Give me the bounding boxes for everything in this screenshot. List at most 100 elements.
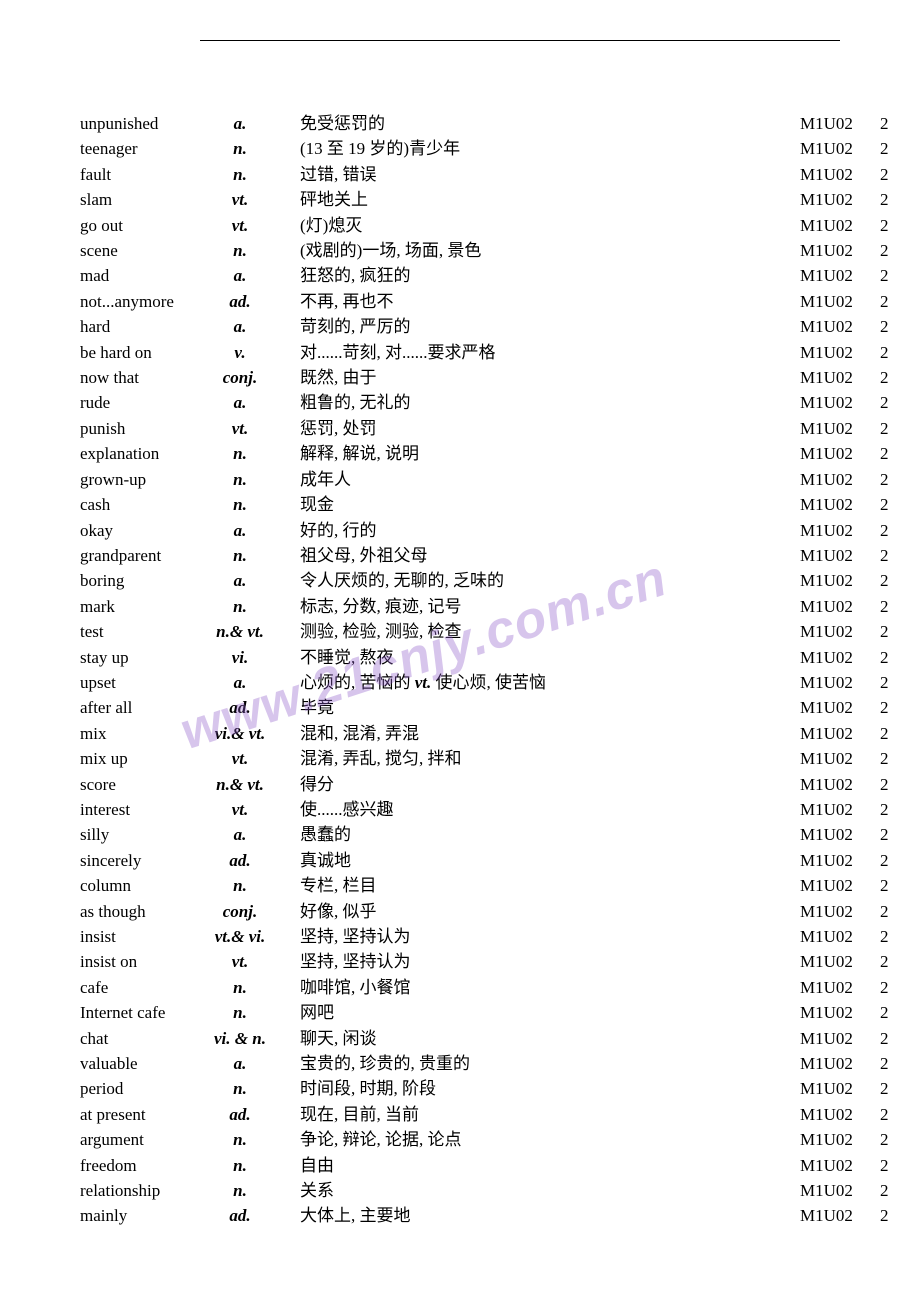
word-cell: freedom <box>0 1153 200 1178</box>
table-row: relationshipn.关系M1U022 <box>0 1178 920 1203</box>
unit-cell: M1U02 <box>800 1178 880 1203</box>
part-of-speech-cell: vt. <box>200 797 280 822</box>
number-cell: 2 <box>880 314 920 339</box>
unit-cell: M1U02 <box>800 111 880 136</box>
table-row: Internet cafen.网吧M1U022 <box>0 1000 920 1025</box>
number-cell: 2 <box>880 390 920 415</box>
unit-cell: M1U02 <box>800 670 880 695</box>
unit-cell: M1U02 <box>800 619 880 644</box>
definition-cell: 测验, 检验, 测验, 检查 <box>280 619 800 644</box>
word-cell: now that <box>0 365 200 390</box>
unit-cell: M1U02 <box>800 543 880 568</box>
table-row: be hard onv.对......苛刻, 对......要求严格M1U022 <box>0 340 920 365</box>
table-row: argumentn.争论, 辩论, 论据, 论点M1U022 <box>0 1127 920 1152</box>
word-cell: sincerely <box>0 848 200 873</box>
part-of-speech-cell: vt. <box>200 949 280 974</box>
word-cell: teenager <box>0 136 200 161</box>
definition-cell: 坚持, 坚持认为 <box>280 924 800 949</box>
word-cell: cafe <box>0 975 200 1000</box>
word-cell: punish <box>0 416 200 441</box>
table-row: grown-upn.成年人M1U022 <box>0 467 920 492</box>
definition-cell: 坚持, 坚持认为 <box>280 949 800 974</box>
number-cell: 2 <box>880 543 920 568</box>
vocabulary-table: unpunisheda.免受惩罚的M1U022teenagern.(13 至 1… <box>0 111 920 1229</box>
unit-cell: M1U02 <box>800 289 880 314</box>
word-cell: silly <box>0 822 200 847</box>
unit-cell: M1U02 <box>800 365 880 390</box>
word-cell: after all <box>0 695 200 720</box>
number-cell: 2 <box>880 899 920 924</box>
unit-cell: M1U02 <box>800 162 880 187</box>
table-row: mixvi.& vt.混和, 混淆, 弄混M1U022 <box>0 721 920 746</box>
word-cell: score <box>0 772 200 797</box>
table-row: go outvt.(灯)熄灭M1U022 <box>0 213 920 238</box>
part-of-speech-cell: a. <box>200 518 280 543</box>
part-of-speech-cell: vi. & n. <box>200 1026 280 1051</box>
word-cell: test <box>0 619 200 644</box>
word-cell: insist on <box>0 949 200 974</box>
unit-cell: M1U02 <box>800 340 880 365</box>
number-cell: 2 <box>880 1203 920 1228</box>
unit-cell: M1U02 <box>800 721 880 746</box>
table-row: sincerelyad.真诚地M1U022 <box>0 848 920 873</box>
definition-cell: 现金 <box>280 492 800 517</box>
word-cell: explanation <box>0 441 200 466</box>
header-rule <box>200 40 840 41</box>
part-of-speech-cell: ad. <box>200 1102 280 1127</box>
unit-cell: M1U02 <box>800 1153 880 1178</box>
number-cell: 2 <box>880 289 920 314</box>
definition-cell: 专栏, 栏目 <box>280 873 800 898</box>
table-row: okaya.好的, 行的M1U022 <box>0 518 920 543</box>
part-of-speech-cell: n. <box>200 1178 280 1203</box>
word-cell: period <box>0 1076 200 1101</box>
part-of-speech-cell: v. <box>200 340 280 365</box>
definition-cell: (戏剧的)一场, 场面, 景色 <box>280 238 800 263</box>
word-cell: mark <box>0 594 200 619</box>
unit-cell: M1U02 <box>800 416 880 441</box>
definition-cell: 咖啡馆, 小餐馆 <box>280 975 800 1000</box>
definition-cell: 好的, 行的 <box>280 518 800 543</box>
word-cell: stay up <box>0 645 200 670</box>
word-cell: as though <box>0 899 200 924</box>
unit-cell: M1U02 <box>800 949 880 974</box>
part-of-speech-cell: n. <box>200 162 280 187</box>
number-cell: 2 <box>880 1000 920 1025</box>
table-row: markn.标志, 分数, 痕迹, 记号M1U022 <box>0 594 920 619</box>
word-cell: at present <box>0 1102 200 1127</box>
definition-cell: 网吧 <box>280 1000 800 1025</box>
part-of-speech-cell: a. <box>200 390 280 415</box>
table-row: mix upvt.混淆, 弄乱, 搅匀, 拌和M1U022 <box>0 746 920 771</box>
part-of-speech-cell: ad. <box>200 848 280 873</box>
part-of-speech-cell: vi.& vt. <box>200 721 280 746</box>
definition-cell: 混淆, 弄乱, 搅匀, 拌和 <box>280 746 800 771</box>
definition-cell: 时间段, 时期, 阶段 <box>280 1076 800 1101</box>
table-row: punishvt.惩罚, 处罚M1U022 <box>0 416 920 441</box>
part-of-speech-cell: a. <box>200 263 280 288</box>
word-cell: okay <box>0 518 200 543</box>
unit-cell: M1U02 <box>800 772 880 797</box>
word-cell: rude <box>0 390 200 415</box>
table-row: valuablea.宝贵的, 珍贵的, 贵重的M1U022 <box>0 1051 920 1076</box>
definition-cell: (13 至 19 岁的)青少年 <box>280 136 800 161</box>
unit-cell: M1U02 <box>800 213 880 238</box>
unit-cell: M1U02 <box>800 594 880 619</box>
part-of-speech-cell: a. <box>200 822 280 847</box>
number-cell: 2 <box>880 619 920 644</box>
definition-cell: 愚蠢的 <box>280 822 800 847</box>
definition-cell: 对......苛刻, 对......要求严格 <box>280 340 800 365</box>
word-cell: mad <box>0 263 200 288</box>
table-row: harda.苛刻的, 严厉的M1U022 <box>0 314 920 339</box>
word-cell: interest <box>0 797 200 822</box>
word-cell: fault <box>0 162 200 187</box>
unit-cell: M1U02 <box>800 492 880 517</box>
unit-cell: M1U02 <box>800 314 880 339</box>
word-cell: boring <box>0 568 200 593</box>
definition-cell: 大体上, 主要地 <box>280 1203 800 1228</box>
part-of-speech-cell: n. <box>200 543 280 568</box>
unit-cell: M1U02 <box>800 1127 880 1152</box>
table-row: testn.& vt.测验, 检验, 测验, 检查M1U022 <box>0 619 920 644</box>
word-cell: grown-up <box>0 467 200 492</box>
definition-cell: 标志, 分数, 痕迹, 记号 <box>280 594 800 619</box>
table-row: periodn.时间段, 时期, 阶段M1U022 <box>0 1076 920 1101</box>
part-of-speech-cell: a. <box>200 314 280 339</box>
